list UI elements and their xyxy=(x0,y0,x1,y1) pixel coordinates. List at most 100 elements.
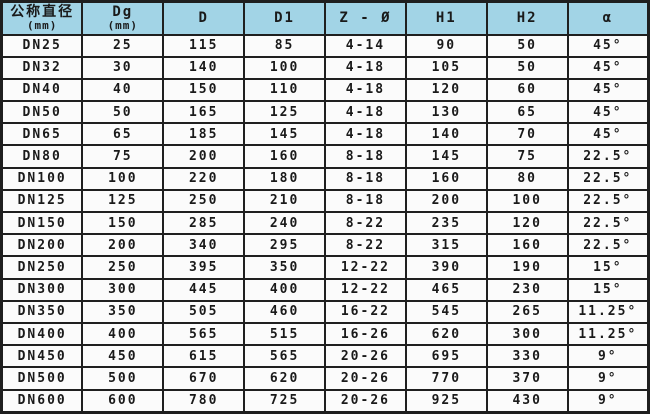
data-cell: 120 xyxy=(404,77,488,103)
table-row: DN350 350 505 460 16-22 545 265 11.25° xyxy=(0,299,650,324)
data-cell: 75 xyxy=(81,144,165,169)
data-cell: 115 xyxy=(162,33,246,58)
data-cell: 400 xyxy=(81,321,165,347)
data-cell: 4-18 xyxy=(324,100,407,125)
data-cell: 25 xyxy=(81,33,165,58)
column-unit: (mm) xyxy=(26,18,58,32)
column-label: H1 xyxy=(435,9,457,26)
data-cell: 600 xyxy=(81,388,165,414)
data-cell: 4-18 xyxy=(324,55,407,80)
data-cell: 50 xyxy=(485,33,569,58)
data-cell: 9° xyxy=(566,366,650,391)
data-cell: 4-14 xyxy=(324,33,407,58)
table-row: DN40 40 150 110 4-18 120 60 45° xyxy=(0,77,650,103)
table-row: DN150 150 285 240 8-22 235 120 22.5° xyxy=(0,210,650,236)
data-cell: 200 xyxy=(162,144,246,169)
data-cell: 50 xyxy=(81,100,165,125)
data-cell: 20-26 xyxy=(324,366,407,391)
column-label: Z - Ø xyxy=(339,9,392,26)
data-cell: 145 xyxy=(243,122,326,147)
data-cell: 9° xyxy=(566,388,650,414)
column-label: D1 xyxy=(274,9,295,26)
row-header-cell: DN200 xyxy=(0,233,84,258)
data-cell: 180 xyxy=(243,166,326,191)
data-cell: 130 xyxy=(404,100,488,125)
data-cell: 4-18 xyxy=(324,122,407,147)
row-header-cell: DN400 xyxy=(0,321,84,347)
data-cell: 670 xyxy=(162,366,246,391)
data-cell: 505 xyxy=(162,299,246,324)
data-cell: 300 xyxy=(81,277,165,302)
table-row: DN250 250 395 350 12-22 390 190 15° xyxy=(0,255,650,280)
column-unit: (mm) xyxy=(107,18,139,32)
row-header-cell: DN50 xyxy=(0,100,84,125)
data-cell: 90 xyxy=(404,33,488,58)
data-cell: 22.5° xyxy=(566,210,650,236)
data-cell: 350 xyxy=(81,299,165,324)
data-cell: 400 xyxy=(243,277,326,302)
data-cell: 230 xyxy=(485,277,569,302)
data-cell: 40 xyxy=(81,77,165,103)
table-row: DN300 300 445 400 12-22 465 230 15° xyxy=(0,277,650,302)
data-cell: 390 xyxy=(404,255,488,280)
data-cell: 430 xyxy=(485,388,569,414)
data-cell: 20-26 xyxy=(324,388,407,414)
data-cell: 770 xyxy=(404,366,488,391)
data-cell: 235 xyxy=(404,210,488,236)
table-body: DN25 25 115 85 4-14 90 50 45° DN32 30 140 100 4-18 10… xyxy=(0,33,650,414)
data-cell: 11.25° xyxy=(566,299,650,324)
row-header-cell: DN25 xyxy=(0,33,84,58)
data-cell: 100 xyxy=(243,55,326,80)
data-cell: 8-18 xyxy=(324,166,407,191)
row-header-cell: DN150 xyxy=(0,210,84,236)
data-cell: 545 xyxy=(404,299,488,324)
data-cell: 925 xyxy=(404,388,488,414)
data-cell: 105 xyxy=(404,55,488,80)
data-cell: 200 xyxy=(81,233,165,258)
table-row: DN50 50 165 125 4-18 130 65 45° xyxy=(0,100,650,125)
data-cell: 30 xyxy=(81,55,165,80)
data-cell: 11.25° xyxy=(566,321,650,347)
column-header-dg: Dg (mm) xyxy=(81,0,165,36)
data-cell: 22.5° xyxy=(566,166,650,191)
data-cell: 315 xyxy=(404,233,488,258)
data-cell: 160 xyxy=(485,233,569,258)
column-header-h1: H1 xyxy=(404,0,488,36)
data-cell: 620 xyxy=(404,321,488,347)
table-header: 公称直径 (mm) Dg (mm) D D1 Z - Ø H1 H2 α xyxy=(0,0,650,36)
data-cell: 80 xyxy=(485,166,569,191)
data-cell: 460 xyxy=(243,299,326,324)
data-cell: 500 xyxy=(81,366,165,391)
column-header-d: D xyxy=(162,0,246,36)
data-cell: 620 xyxy=(243,366,326,391)
data-cell: 125 xyxy=(243,100,326,125)
row-header-cell: DN350 xyxy=(0,299,84,324)
data-cell: 350 xyxy=(243,255,326,280)
data-cell: 395 xyxy=(162,255,246,280)
data-cell: 140 xyxy=(404,122,488,147)
table-row: DN25 25 115 85 4-14 90 50 45° xyxy=(0,33,650,58)
row-header-cell: DN32 xyxy=(0,55,84,80)
column-header-h2: H2 xyxy=(485,0,569,36)
data-cell: 16-22 xyxy=(324,299,407,324)
data-cell: 780 xyxy=(162,388,246,414)
column-label: Dg xyxy=(112,3,134,20)
data-cell: 45° xyxy=(566,33,650,58)
column-header-alpha: α xyxy=(566,0,650,36)
data-cell: 8-22 xyxy=(324,210,407,236)
data-cell: 22.5° xyxy=(566,188,650,214)
data-cell: 100 xyxy=(485,188,569,214)
column-label: α xyxy=(602,9,614,26)
data-cell: 445 xyxy=(162,277,246,302)
data-cell: 8-18 xyxy=(324,188,407,214)
table-row: DN100 100 220 180 8-18 160 80 22.5° xyxy=(0,166,650,191)
table-row: DN65 65 185 145 4-18 140 70 45° xyxy=(0,122,650,147)
data-cell: 465 xyxy=(404,277,488,302)
data-cell: 120 xyxy=(485,210,569,236)
data-cell: 565 xyxy=(162,321,246,347)
data-cell: 45° xyxy=(566,55,650,80)
data-cell: 695 xyxy=(404,344,488,369)
data-cell: 110 xyxy=(243,77,326,103)
data-cell: 9° xyxy=(566,344,650,369)
data-cell: 45° xyxy=(566,77,650,103)
